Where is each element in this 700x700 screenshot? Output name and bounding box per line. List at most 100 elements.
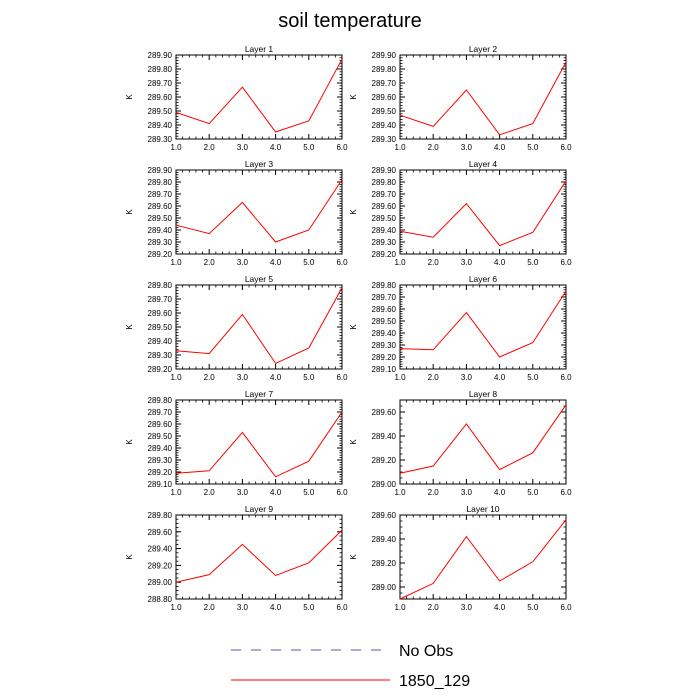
panel-5: Layer 5 K 1.0 2.0 3.0 4.0 5.0 6.0 289.20 289.30 28…: [125, 274, 348, 382]
y-tick-label: 289.60: [372, 93, 397, 102]
y-tick-label: 289.40: [148, 545, 173, 554]
y-axis-label: K: [349, 94, 358, 100]
y-tick-label: 289.30: [372, 135, 397, 144]
plot-frame: [175, 399, 343, 485]
panel-title: Layer 7: [245, 389, 274, 399]
y-tick-label: 289.20: [148, 561, 173, 570]
x-tick-label: 2.0: [204, 143, 216, 152]
y-tick-label: 289.50: [148, 323, 173, 332]
x-tick-label: 5.0: [303, 488, 315, 497]
y-tick-label: 289.30: [372, 341, 397, 350]
y-axis-label: K: [125, 94, 134, 100]
x-tick-label: 2.0: [428, 373, 440, 382]
x-tick-label: 2.0: [204, 258, 216, 267]
x-tick-label: 1.0: [170, 488, 182, 497]
y-tick-label: 289.50: [372, 107, 397, 116]
y-tick-label: 289.80: [372, 281, 397, 290]
y-axis-label: K: [349, 324, 358, 330]
series-line-1850_129: [175, 179, 343, 243]
x-tick-label: 1.0: [394, 143, 406, 152]
y-tick-label: 289.70: [372, 293, 397, 302]
series-line-1850_129: [175, 58, 343, 133]
x-tick-label: 4.0: [270, 488, 282, 497]
panel-4: Layer 4 K 1.0 2.0 3.0 4.0 5.0 6.0 289.20 289.30 28…: [349, 159, 572, 267]
panel-9: Layer 9 K 1.0 2.0 3.0 4.0 5.0 6.0 288.80 289.00 28…: [125, 504, 348, 612]
x-tick-label: 3.0: [461, 603, 473, 612]
x-tick-label: 6.0: [560, 373, 572, 382]
panel-7: Layer 7 K 1.0 2.0 3.0 4.0 5.0 6.0 289.10 289.20 28…: [125, 389, 348, 497]
y-tick-label: 289.80: [148, 511, 173, 520]
x-tick-label: 2.0: [204, 488, 216, 497]
x-tick-label: 5.0: [527, 373, 539, 382]
y-tick-label: 289.50: [148, 214, 173, 223]
x-tick-label: 3.0: [237, 488, 249, 497]
series-line-1850_129: [175, 287, 343, 365]
y-tick-label: 289.20: [372, 250, 397, 259]
panel-1: Layer 1 K 1.0 2.0 3.0 4.0 5.0 6.0 289.30 289.40 28…: [125, 44, 348, 152]
y-tick-label: 289.40: [148, 337, 173, 346]
plot-frame: [399, 514, 567, 600]
y-axis-label: K: [125, 324, 134, 330]
x-tick-label: 6.0: [336, 603, 348, 612]
x-tick-label: 5.0: [527, 143, 539, 152]
plot-frame: [399, 284, 567, 370]
y-tick-label: 289.90: [148, 51, 173, 60]
x-tick-label: 5.0: [303, 373, 315, 382]
x-tick-label: 2.0: [428, 603, 440, 612]
y-tick-label: 289.40: [372, 121, 397, 130]
y-tick-label: 289.20: [372, 456, 397, 465]
panel-title: Layer 3: [245, 159, 274, 169]
x-tick-label: 5.0: [303, 143, 315, 152]
y-tick-label: 289.40: [372, 329, 397, 338]
x-tick-label: 4.0: [270, 143, 282, 152]
x-tick-label: 1.0: [170, 373, 182, 382]
x-tick-label: 3.0: [461, 373, 473, 382]
panel-title: Layer 1: [245, 44, 274, 54]
y-tick-label: 289.40: [148, 226, 173, 235]
x-tick-label: 3.0: [461, 143, 473, 152]
y-tick-label: 289.60: [372, 305, 397, 314]
x-tick-label: 5.0: [527, 603, 539, 612]
x-tick-label: 3.0: [461, 488, 473, 497]
y-tick-label: 289.60: [372, 408, 397, 417]
x-tick-label: 5.0: [527, 488, 539, 497]
panel-title: Layer 8: [469, 389, 498, 399]
x-tick-label: 5.0: [527, 258, 539, 267]
x-tick-label: 4.0: [494, 373, 506, 382]
y-tick-label: 289.70: [372, 190, 397, 199]
plot-frame: [175, 169, 343, 255]
y-tick-label: 289.60: [148, 420, 173, 429]
y-axis-label: K: [125, 209, 134, 215]
x-tick-label: 6.0: [336, 258, 348, 267]
y-tick-label: 289.70: [148, 408, 173, 417]
panel-title: Layer 2: [469, 44, 498, 54]
x-tick-label: 2.0: [428, 143, 440, 152]
plot-frame: [399, 399, 567, 485]
y-tick-label: 289.80: [148, 396, 173, 405]
y-tick-label: 289.50: [148, 107, 173, 116]
plot-frame: [175, 284, 343, 370]
x-tick-label: 4.0: [494, 603, 506, 612]
y-tick-label: 289.20: [372, 559, 397, 568]
y-tick-label: 289.70: [148, 295, 173, 304]
y-tick-label: 289.40: [372, 432, 397, 441]
x-tick-label: 4.0: [270, 373, 282, 382]
y-tick-label: 289.20: [148, 250, 173, 259]
x-tick-label: 3.0: [237, 258, 249, 267]
y-tick-label: 289.40: [372, 535, 397, 544]
series-line-1850_129: [399, 180, 567, 247]
x-tick-label: 2.0: [204, 373, 216, 382]
legend-label-2: 1850_129: [399, 673, 470, 690]
x-tick-label: 4.0: [494, 488, 506, 497]
panel-title: Layer 4: [469, 159, 498, 169]
x-tick-label: 3.0: [237, 143, 249, 152]
series-line-1850_129: [399, 290, 567, 358]
y-tick-label: 289.60: [148, 528, 173, 537]
series-line-1850_129: [175, 411, 343, 478]
y-tick-label: 289.60: [372, 202, 397, 211]
y-tick-label: 289.40: [148, 444, 173, 453]
y-tick-label: 289.00: [372, 480, 397, 489]
plot-frame: [175, 54, 343, 140]
y-tick-label: 289.60: [148, 93, 173, 102]
y-tick-label: 289.00: [148, 578, 173, 587]
